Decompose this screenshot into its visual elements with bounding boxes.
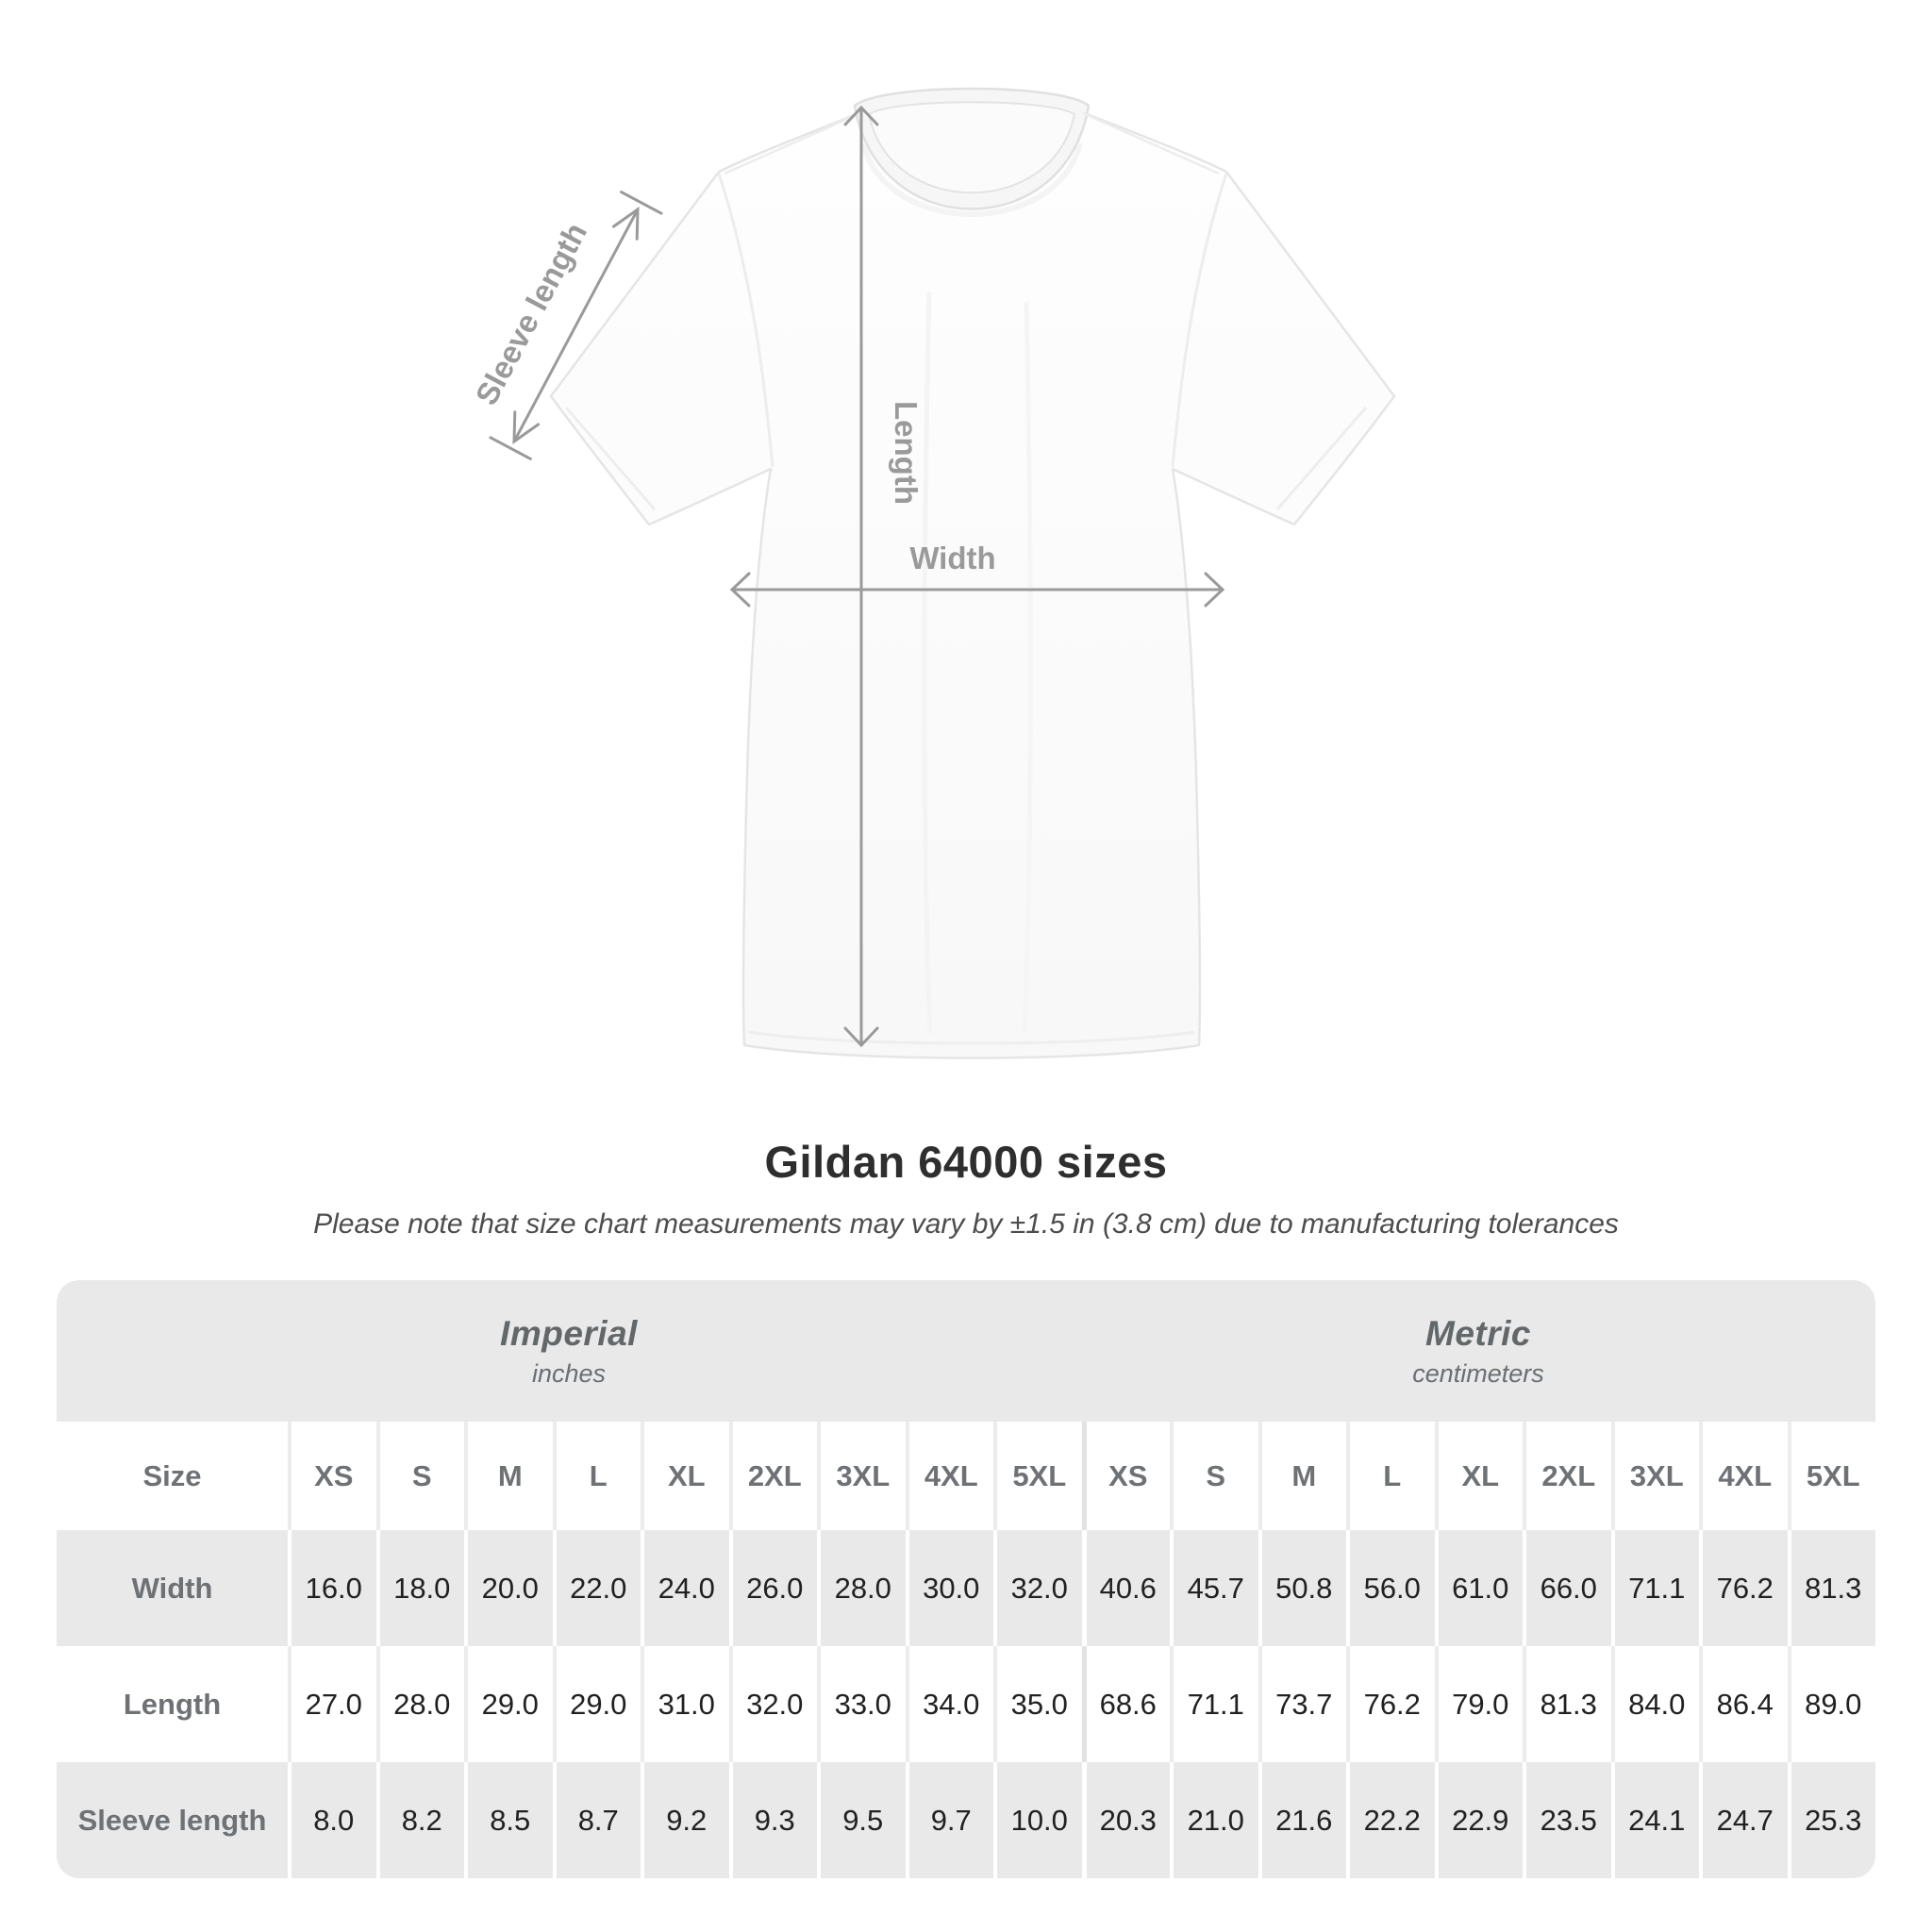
table-cell-imperial: 24.0 <box>641 1530 729 1646</box>
table-cell-metric: 50.8 <box>1257 1530 1346 1646</box>
table-cell-metric: 81.3 <box>1523 1646 1611 1762</box>
table-cell-metric: 68.6 <box>1081 1646 1170 1762</box>
table-cell-metric: 24.7 <box>1699 1762 1788 1878</box>
size-grid: Size XS S M L XL 2XL 3XL 4XL 5XL XS S M L XL 2XL 3XL 4XL 5… <box>57 1422 1875 1878</box>
table-cell-metric: 23.5 <box>1523 1762 1611 1878</box>
table-cell-imperial: 9.7 <box>905 1762 993 1878</box>
unit-header-band: Imperial inches Metric centimeters <box>57 1280 1875 1422</box>
table-cell-metric: 61.0 <box>1434 1530 1523 1646</box>
table-cell-metric: 45.7 <box>1170 1530 1258 1646</box>
table-cell-imperial: 33.0 <box>817 1646 906 1762</box>
table-cell-imperial: 35.0 <box>993 1646 1082 1762</box>
table-cell-metric: 21.6 <box>1257 1762 1346 1878</box>
table-cell-imperial: 28.0 <box>817 1530 906 1646</box>
table-cell-imperial: 20.0 <box>464 1530 553 1646</box>
table-cell-metric: 84.0 <box>1610 1646 1699 1762</box>
size-header-metric: XL <box>1434 1422 1523 1530</box>
table-cell-metric: 81.3 <box>1787 1530 1875 1646</box>
table-cell-imperial: 28.0 <box>375 1646 464 1762</box>
table-cell-metric: 76.2 <box>1346 1646 1435 1762</box>
table-cell-imperial: 16.0 <box>288 1530 376 1646</box>
tshirt-image <box>549 87 1396 1059</box>
row-label: Width <box>57 1530 288 1646</box>
table-cell-metric: 24.1 <box>1610 1762 1699 1878</box>
imperial-header: Imperial inches <box>57 1280 1081 1422</box>
table-cell-metric: 71.1 <box>1610 1530 1699 1646</box>
table-cell-metric: 89.0 <box>1787 1646 1875 1762</box>
table-cell-metric: 22.9 <box>1434 1762 1523 1878</box>
width-arrow <box>729 572 1225 608</box>
table-cell-imperial: 30.0 <box>905 1530 993 1646</box>
tshirt-diagram: Sleeve length Length Width <box>469 87 1396 1059</box>
size-header-imperial: XL <box>641 1422 729 1530</box>
size-header-metric: 3XL <box>1610 1422 1699 1530</box>
size-chart-table: Imperial inches Metric centimeters Size X… <box>57 1280 1875 1878</box>
table-cell-imperial: 32.0 <box>728 1646 817 1762</box>
metric-header: Metric centimeters <box>1081 1280 1875 1422</box>
table-cell-metric: 66.0 <box>1523 1530 1611 1646</box>
table-cell-imperial: 31.0 <box>641 1646 729 1762</box>
imperial-label: Imperial <box>500 1313 638 1353</box>
table-cell-metric: 20.3 <box>1081 1762 1170 1878</box>
table-cell-imperial: 18.0 <box>375 1530 464 1646</box>
length-label: Length <box>889 401 924 505</box>
metric-label: Metric <box>1425 1313 1531 1353</box>
size-header-imperial: M <box>464 1422 553 1530</box>
table-cell-imperial: 34.0 <box>905 1646 993 1762</box>
size-header-imperial: S <box>375 1422 464 1530</box>
sleeve-length-arrow <box>489 191 663 460</box>
row-label: Length <box>57 1646 288 1762</box>
table-cell-metric: 86.4 <box>1699 1646 1788 1762</box>
size-header-imperial: 3XL <box>817 1422 906 1530</box>
table-cell-imperial: 27.0 <box>288 1646 376 1762</box>
table-cell-metric: 40.6 <box>1081 1530 1170 1646</box>
size-header-imperial: 2XL <box>728 1422 817 1530</box>
table-cell-imperial: 9.3 <box>728 1762 817 1878</box>
table-cell-imperial: 22.0 <box>552 1530 641 1646</box>
table-cell-metric: 25.3 <box>1787 1762 1875 1878</box>
table-cell-imperial: 8.2 <box>375 1762 464 1878</box>
size-header-metric: M <box>1257 1422 1346 1530</box>
page-title: Gildan 64000 sizes <box>764 1137 1168 1187</box>
metric-unit-label: centimeters <box>1412 1358 1544 1388</box>
table-cell-imperial: 8.7 <box>552 1762 641 1878</box>
table-cell-metric: 76.2 <box>1699 1530 1788 1646</box>
size-header-metric: 2XL <box>1523 1422 1611 1530</box>
size-header-imperial: 4XL <box>905 1422 993 1530</box>
size-header-metric: S <box>1170 1422 1258 1530</box>
imperial-unit-label: inches <box>531 1358 607 1388</box>
width-label: Width <box>909 541 995 575</box>
size-header-imperial: L <box>552 1422 641 1530</box>
size-column-header: Size <box>57 1422 288 1530</box>
table-cell-metric: 21.0 <box>1170 1762 1258 1878</box>
table-cell-imperial: 8.5 <box>464 1762 553 1878</box>
table-cell-imperial: 8.0 <box>288 1762 376 1878</box>
table-cell-imperial: 29.0 <box>464 1646 553 1762</box>
table-cell-metric: 79.0 <box>1434 1646 1523 1762</box>
size-header-metric: 4XL <box>1699 1422 1788 1530</box>
table-cell-imperial: 9.2 <box>641 1762 729 1878</box>
table-cell-imperial: 29.0 <box>552 1646 641 1762</box>
length-arrow <box>843 105 879 1048</box>
size-header-metric: XS <box>1081 1422 1170 1530</box>
table-cell-metric: 71.1 <box>1170 1646 1258 1762</box>
size-header-imperial: 5XL <box>993 1422 1082 1530</box>
size-header-metric: L <box>1346 1422 1435 1530</box>
size-header-imperial: XS <box>288 1422 376 1530</box>
table-cell-imperial: 9.5 <box>817 1762 906 1878</box>
table-cell-imperial: 32.0 <box>993 1530 1082 1646</box>
table-cell-metric: 56.0 <box>1346 1530 1435 1646</box>
table-cell-metric: 22.2 <box>1346 1762 1435 1878</box>
table-cell-imperial: 10.0 <box>993 1762 1082 1878</box>
table-cell-metric: 73.7 <box>1257 1646 1346 1762</box>
table-cell-imperial: 26.0 <box>728 1530 817 1646</box>
size-header-metric: 5XL <box>1787 1422 1875 1530</box>
tolerance-note: Please note that size chart measurements… <box>313 1208 1619 1240</box>
row-label: Sleeve length <box>57 1762 288 1878</box>
